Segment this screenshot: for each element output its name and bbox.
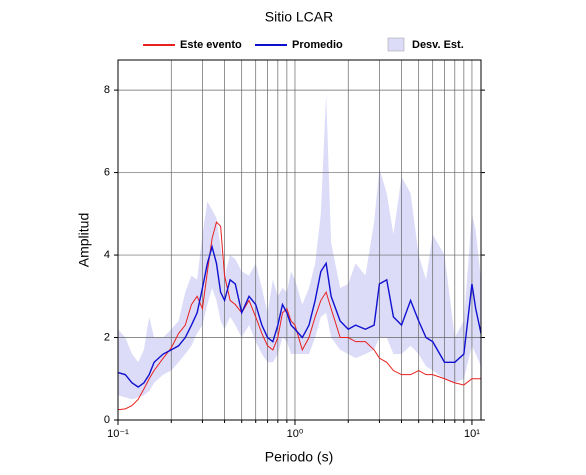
legend-label: Promedio xyxy=(292,39,343,51)
legend: Este evento Promedio Desv. Est. xyxy=(143,37,464,52)
y-axis-label: Amplitud xyxy=(76,213,92,267)
y-tick-label: 0 xyxy=(104,414,110,426)
data-line xyxy=(117,221,481,411)
y-tick-label: 2 xyxy=(104,331,110,343)
x-axis-label: Periodo (s) xyxy=(265,449,333,465)
legend-swatch xyxy=(387,37,405,52)
legend-label: Desv. Est. xyxy=(412,39,464,51)
x-tick-label: 10⁰ xyxy=(287,428,304,440)
y-tick-label: 6 xyxy=(104,166,110,178)
data-line xyxy=(117,244,482,388)
x-tick-label: 10⁻¹ xyxy=(107,428,129,440)
plot-frame xyxy=(117,59,482,421)
std-band xyxy=(118,94,481,400)
x-tick-label: 10¹ xyxy=(464,428,480,440)
legend-label: Este evento xyxy=(180,39,242,51)
y-tick-label: 4 xyxy=(104,249,110,261)
chart-title: Sitio LCAR xyxy=(265,9,333,25)
y-tick-label: 8 xyxy=(104,84,110,96)
